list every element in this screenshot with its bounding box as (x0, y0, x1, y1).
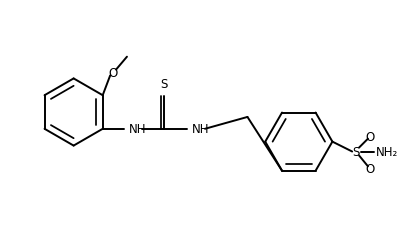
Text: NH: NH (192, 123, 210, 136)
Text: S: S (160, 78, 167, 91)
Text: O: O (109, 67, 118, 80)
Text: S: S (353, 145, 360, 158)
Text: NH₂: NH₂ (376, 145, 398, 158)
Text: NH: NH (129, 123, 146, 136)
Text: O: O (365, 130, 375, 144)
Text: O: O (365, 162, 375, 175)
